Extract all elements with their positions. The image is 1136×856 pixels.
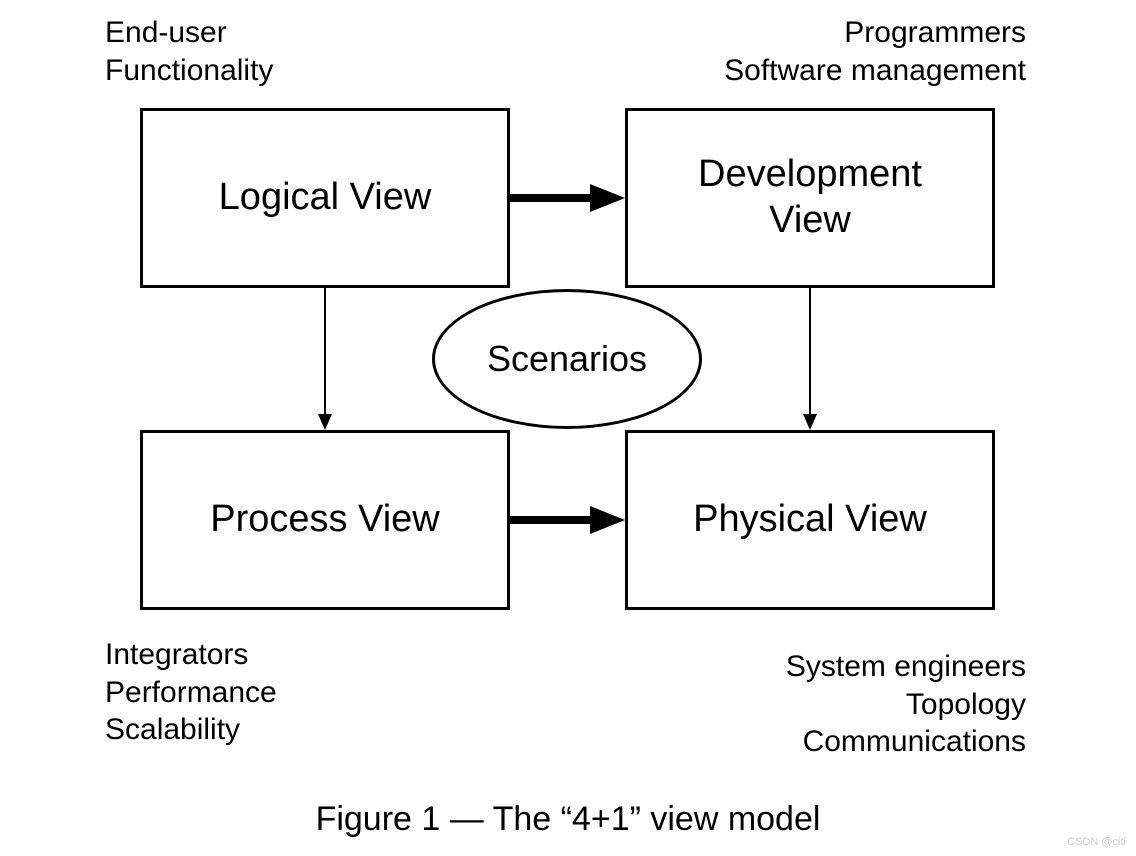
top-right-label-line2: Software management — [724, 52, 1026, 90]
top-left-label-line2: Functionality — [105, 52, 273, 90]
bottom-left-label-line3: Scalability — [105, 711, 277, 749]
bottom-right-label-line1: System engineers — [786, 648, 1026, 686]
development-view-label: Development View — [698, 152, 922, 243]
physical-view-label: Physical View — [693, 497, 927, 543]
top-right-label-line1: Programmers — [724, 14, 1026, 52]
top-right-label: Programmers Software management — [724, 14, 1026, 89]
physical-view-box: Physical View — [625, 430, 995, 610]
process-view-box: Process View — [140, 430, 510, 610]
arrow-logical-to-process — [315, 288, 335, 430]
figure-caption: Figure 1 — The “4+1” view model — [0, 800, 1136, 839]
scenarios-ellipse: Scenarios — [432, 289, 702, 429]
watermark: CSDN @citi — [1067, 836, 1126, 848]
scenarios-label: Scenarios — [487, 338, 647, 380]
arrow-process-to-physical — [510, 500, 625, 540]
arrow-logical-to-development — [510, 178, 625, 218]
bottom-right-label-line3: Communications — [786, 723, 1026, 761]
top-left-label-line1: End-user — [105, 14, 273, 52]
bottom-left-label: Integrators Performance Scalability — [105, 636, 277, 749]
bottom-right-label: System engineers Topology Communications — [786, 648, 1026, 761]
arrow-development-to-physical — [800, 288, 820, 430]
development-view-box: Development View — [625, 108, 995, 288]
bottom-left-label-line1: Integrators — [105, 636, 277, 674]
process-view-label: Process View — [210, 497, 440, 543]
logical-view-box: Logical View — [140, 108, 510, 288]
logical-view-label: Logical View — [219, 175, 432, 221]
top-left-label: End-user Functionality — [105, 14, 273, 89]
bottom-left-label-line2: Performance — [105, 674, 277, 712]
bottom-right-label-line2: Topology — [786, 686, 1026, 724]
